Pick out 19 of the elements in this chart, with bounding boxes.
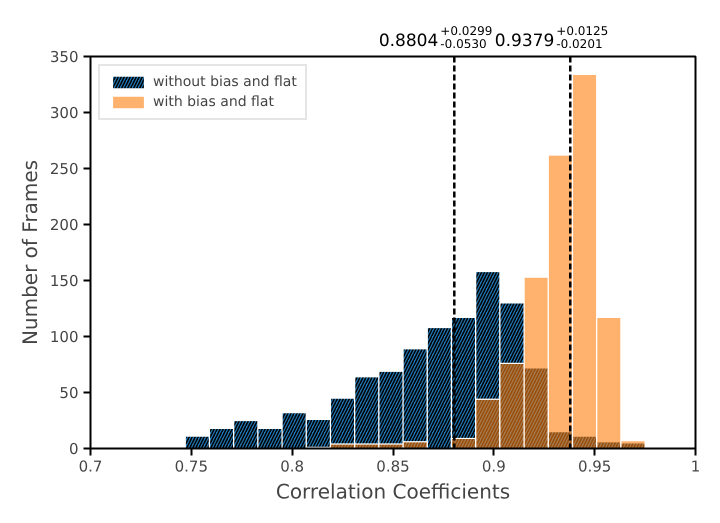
- legend-label: without bias and flat: [153, 74, 297, 90]
- y-axis-title: Number of Frames: [18, 160, 42, 346]
- x-tick-label: 0.9: [482, 458, 506, 476]
- legend-label: with bias and flat: [153, 94, 274, 110]
- y-tick-label: 300: [50, 104, 79, 122]
- x-tick-label: 0.95: [578, 458, 612, 476]
- y-tick-label: 0: [68, 440, 79, 458]
- y-tick-label: 50: [59, 384, 79, 402]
- y-tick-label: 250: [50, 160, 79, 178]
- y-tick-label: 100: [50, 328, 79, 346]
- x-tick-label: 0.8: [280, 458, 304, 476]
- y-tick-label: 350: [50, 48, 79, 66]
- y-tick-label: 200: [50, 216, 79, 234]
- x-tick-label: 0.7: [78, 458, 102, 476]
- x-tick-label: 0.85: [376, 458, 410, 476]
- x-axis-title: Correlation Coefficients: [276, 480, 510, 504]
- x-tick-label: 1: [690, 458, 700, 476]
- y-tick-label: 150: [50, 272, 79, 290]
- x-tick-label: 0.75: [174, 458, 208, 476]
